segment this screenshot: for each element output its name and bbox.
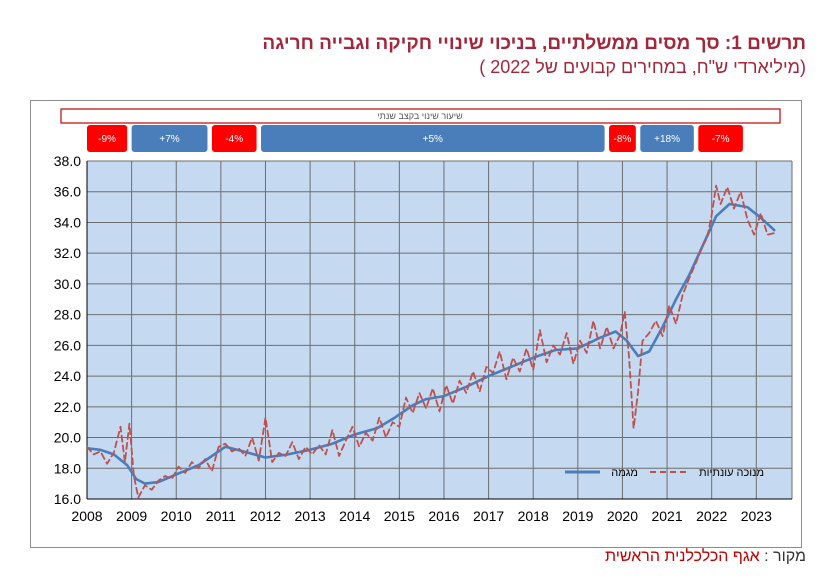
legend-label-trend: מגמה: [611, 467, 638, 479]
source-text: אגף הכלכלנית הראשית: [604, 548, 760, 565]
x-tick-label: 2010: [161, 508, 192, 524]
y-tick-label: 24.0: [54, 368, 81, 384]
source-note: מקור : אגף הכלכלנית הראשית: [605, 548, 806, 566]
band-negative: [87, 125, 128, 152]
x-tick-label: 2011: [206, 508, 236, 524]
band-negative: [609, 125, 636, 152]
x-tick-label: 2023: [741, 508, 772, 524]
y-tick-label: 34.0: [54, 214, 81, 230]
x-tick-label: 2008: [71, 508, 102, 524]
band-positive: [640, 125, 694, 152]
y-tick-label: 32.0: [54, 245, 81, 261]
plot-area: [87, 161, 792, 499]
chart-subtitle: (מיליארדי ש"ח, במחירים קבועים של 2022 ): [479, 57, 806, 77]
band-label: -9%: [98, 134, 116, 145]
x-tick-label: 2018: [518, 508, 549, 524]
band-positive: [261, 125, 605, 152]
x-tick-label: 2017: [473, 508, 504, 524]
x-tick-label: 2015: [384, 508, 415, 524]
band-negative: [698, 125, 743, 152]
bands-header-box: [60, 108, 781, 124]
x-tick-label: 2020: [607, 508, 638, 524]
source-label: מקור :: [764, 548, 806, 565]
x-tick-label: 2013: [295, 508, 326, 524]
band-label: -7%: [712, 134, 730, 145]
chart-svg: 16.0 18.0 20.0 22.0 24.0 26.0 28.0 30.0 32.0 34.0…: [54, 108, 793, 524]
x-tick-label: 2022: [696, 508, 727, 524]
x-tick-label: 2016: [428, 508, 459, 524]
y-tick-label: 18.0: [54, 460, 81, 476]
y-tick-label: 20.0: [54, 430, 81, 446]
legend-label-seasonal: מנוכה עונתיות: [699, 467, 764, 479]
band-positive: [131, 125, 208, 152]
x-tick-label: 2009: [116, 508, 147, 524]
y-tick-label: 28.0: [54, 307, 81, 323]
band-label: +7%: [159, 134, 179, 145]
x-tick-label: 2012: [250, 508, 281, 524]
band-label: +18%: [654, 134, 680, 145]
bands-header-label: שיעור שינוי בקצב שנתי: [377, 111, 463, 121]
series-line-seasonally-adjusted: [87, 184, 776, 499]
band-negative: [211, 125, 257, 152]
x-tick-label: 2021: [651, 508, 682, 524]
y-tick-label: 30.0: [54, 276, 81, 292]
y-tick-label: 36.0: [54, 184, 81, 200]
y-tick-label: 22.0: [54, 399, 81, 415]
y-tick-label: 38.0: [54, 153, 81, 169]
chart-title: תרשים 1: סך מסים ממשלתיים, בניכוי שינויי…: [262, 33, 806, 54]
y-tick-label: 16.0: [54, 491, 81, 507]
x-tick-label: 2014: [339, 508, 370, 524]
band-label: -4%: [225, 134, 243, 145]
band-label: -8%: [614, 134, 632, 145]
band-label: +5%: [423, 134, 443, 145]
y-tick-label: 26.0: [54, 337, 81, 353]
legend: מנוכה עונתיות מגמה: [565, 467, 764, 479]
x-tick-label: 2019: [562, 508, 593, 524]
